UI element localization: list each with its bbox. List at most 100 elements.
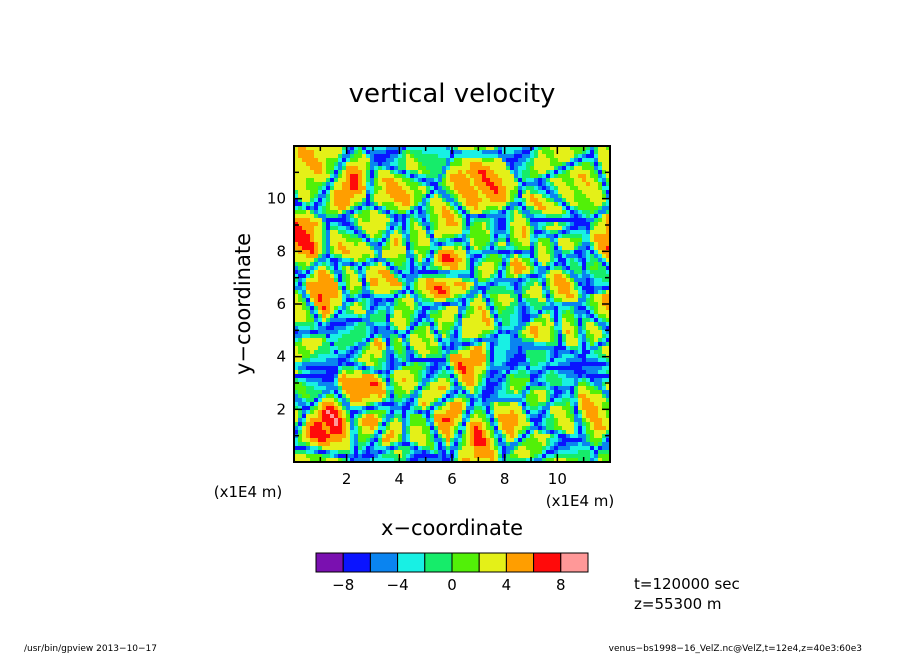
field-cell xyxy=(294,266,299,271)
field-cell xyxy=(478,294,483,299)
field-cell xyxy=(426,390,431,395)
field-cell xyxy=(350,218,355,223)
field-cell xyxy=(526,158,531,163)
field-cell xyxy=(466,314,471,319)
field-cell xyxy=(386,318,391,323)
field-cell xyxy=(402,326,407,331)
field-cell xyxy=(318,270,323,275)
field-cell xyxy=(590,346,595,351)
field-cell xyxy=(318,174,323,179)
field-cell xyxy=(294,154,299,159)
field-cell xyxy=(366,394,371,399)
field-cell xyxy=(346,274,351,279)
field-cell xyxy=(586,146,591,151)
field-cell xyxy=(470,290,475,295)
field-cell xyxy=(538,174,543,179)
field-cell xyxy=(498,346,503,351)
field-cell xyxy=(478,206,483,211)
field-cell xyxy=(342,170,347,175)
field-cell xyxy=(570,250,575,255)
field-cell xyxy=(398,174,403,179)
field-cell xyxy=(434,210,439,215)
field-cell xyxy=(326,362,331,367)
field-cell xyxy=(314,350,319,355)
field-cell xyxy=(554,362,559,367)
field-cell xyxy=(586,378,591,383)
field-cell xyxy=(406,238,411,243)
field-cell xyxy=(434,278,439,283)
field-cell xyxy=(318,194,323,199)
field-cell xyxy=(446,354,451,359)
field-cell xyxy=(606,146,611,151)
field-cell xyxy=(446,274,451,279)
field-cell xyxy=(302,226,307,231)
field-cell xyxy=(442,242,447,247)
field-cell xyxy=(358,386,363,391)
field-cell xyxy=(474,350,479,355)
field-cell xyxy=(310,286,315,291)
field-cell xyxy=(434,382,439,387)
field-cell xyxy=(378,266,383,271)
field-cell xyxy=(410,278,415,283)
field-cell xyxy=(466,222,471,227)
field-cell xyxy=(458,278,463,283)
field-cell xyxy=(366,298,371,303)
field-cell xyxy=(374,210,379,215)
field-cell xyxy=(350,170,355,175)
field-cell xyxy=(526,294,531,299)
field-cell xyxy=(422,302,427,307)
field-cell xyxy=(474,278,479,283)
field-cell xyxy=(370,266,375,271)
field-cell xyxy=(418,338,423,343)
field-cell xyxy=(458,346,463,351)
field-cell xyxy=(590,378,595,383)
field-cell xyxy=(354,286,359,291)
field-cell xyxy=(534,214,539,219)
field-cell xyxy=(426,246,431,251)
field-cell xyxy=(378,286,383,291)
field-cell xyxy=(506,162,511,167)
field-cell xyxy=(406,346,411,351)
field-cell xyxy=(502,222,507,227)
field-cell xyxy=(534,186,539,191)
field-cell xyxy=(318,258,323,263)
field-cell xyxy=(554,306,559,311)
field-cell xyxy=(502,214,507,219)
field-cell xyxy=(586,346,591,351)
field-cell xyxy=(514,382,519,387)
field-cell xyxy=(306,346,311,351)
field-cell xyxy=(390,350,395,355)
field-cell xyxy=(590,250,595,255)
field-cell xyxy=(514,350,519,355)
field-cell xyxy=(474,158,479,163)
field-cell xyxy=(426,218,431,223)
field-cell xyxy=(402,250,407,255)
field-cell xyxy=(398,266,403,271)
field-cell xyxy=(454,266,459,271)
field-cell xyxy=(382,170,387,175)
field-cell xyxy=(546,210,551,215)
field-cell xyxy=(318,190,323,195)
field-cell xyxy=(386,366,391,371)
field-cell xyxy=(606,238,611,243)
field-cell xyxy=(386,338,391,343)
field-cell xyxy=(306,326,311,331)
field-cell xyxy=(330,246,335,251)
field-cell xyxy=(410,382,415,387)
field-cell xyxy=(318,246,323,251)
field-cell xyxy=(602,370,607,375)
field-cell xyxy=(442,326,447,331)
field-cell xyxy=(350,214,355,219)
field-cell xyxy=(346,190,351,195)
field-cell xyxy=(502,162,507,167)
field-cell xyxy=(602,286,607,291)
field-cell xyxy=(502,154,507,159)
field-cell xyxy=(562,194,567,199)
field-cell xyxy=(390,234,395,239)
field-cell xyxy=(410,354,415,359)
field-cell xyxy=(294,234,299,239)
field-cell xyxy=(574,226,579,231)
field-cell xyxy=(322,294,327,299)
field-cell xyxy=(366,242,371,247)
field-cell xyxy=(562,206,567,211)
